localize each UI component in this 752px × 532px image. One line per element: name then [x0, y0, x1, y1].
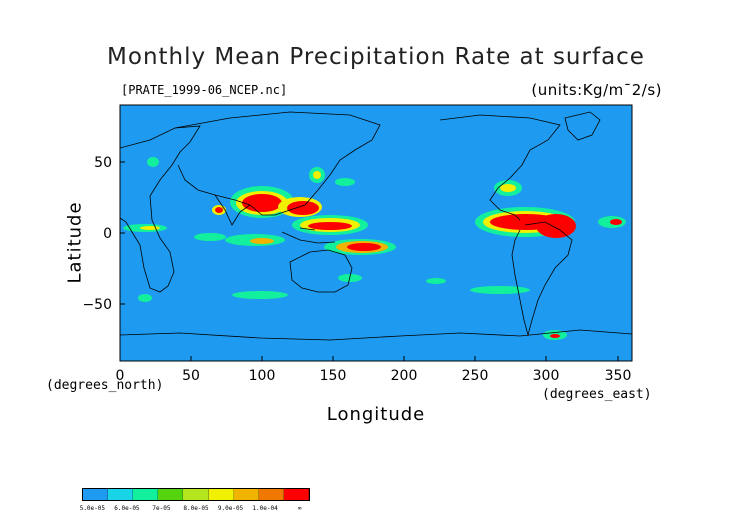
y-tick-label: 0: [103, 226, 112, 242]
y-axis-units: (degrees_north): [46, 378, 164, 393]
colorbar-tick-label: 7e-05: [152, 505, 171, 512]
x-tick-label: 100: [249, 368, 276, 384]
colorbar-segment: [83, 489, 109, 500]
x-axis-units: (degrees_east): [542, 387, 652, 402]
x-ticks: [119, 356, 619, 361]
x-tick-label: 300: [533, 368, 560, 384]
coastlines: [120, 111, 632, 341]
x-tick-label: 350: [605, 368, 632, 384]
colorbar-segment: [208, 489, 234, 500]
y-tick-label: −50: [82, 297, 112, 313]
colorbar-tick-label: 9.0e-05: [217, 505, 244, 512]
colorbar-tick-label: 5.0e-05: [79, 505, 106, 512]
units-label: (units:Kg/m¯2/s): [531, 81, 662, 99]
y-tick-label: 50: [94, 155, 112, 171]
y-ticks: [120, 161, 125, 305]
x-tick-label: 50: [182, 368, 200, 384]
colorbar-segment: [158, 489, 184, 500]
colorbar-segment: [133, 489, 159, 500]
x-tick-label: 0: [116, 368, 125, 384]
colorbar-segment: [283, 489, 309, 500]
x-tick-label: 250: [462, 368, 489, 384]
dataset-filename: [PRATE_1999-06_NCEP.nc]: [121, 83, 288, 97]
colorbar-tick-label: ∞: [297, 505, 302, 512]
colorbar-segment: [233, 489, 259, 500]
x-tick-label: 200: [391, 368, 418, 384]
y-axis-label: Latitude: [64, 201, 86, 284]
x-tick-label: 150: [320, 368, 347, 384]
x-axis-label: Longitude: [326, 404, 426, 425]
precip-patches: [123, 157, 626, 340]
colorbar: [82, 488, 310, 501]
map-title: Monthly Mean Precipitation Rate at surfa…: [107, 44, 645, 70]
colorbar-segment: [258, 489, 284, 500]
colorbar-tick-label: 6.0e-05: [114, 505, 140, 512]
colorbar-segment: [108, 489, 134, 500]
colorbar-tick-label: 1.0e-04: [252, 505, 278, 512]
colorbar-tick-label: 8.0e-05: [183, 505, 209, 512]
colorbar-segment: [183, 489, 209, 500]
